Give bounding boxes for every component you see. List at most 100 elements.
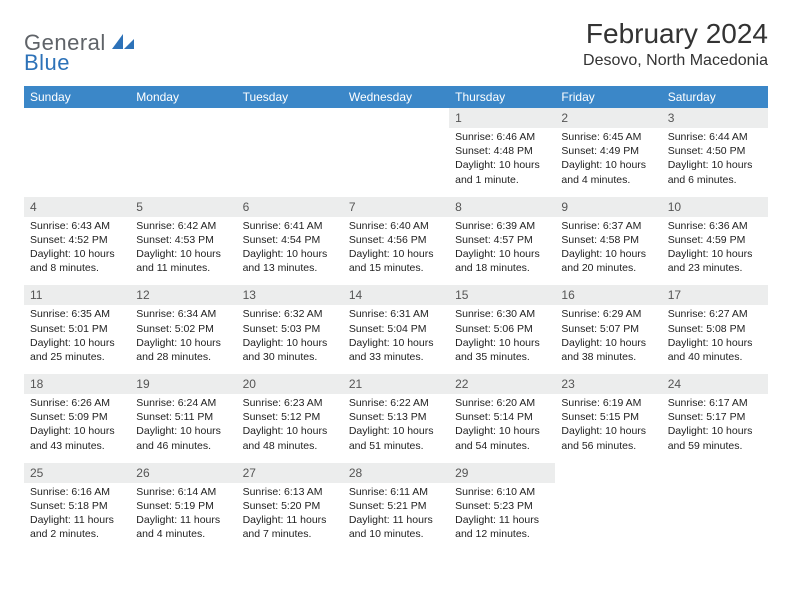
sunset-text: Sunset: 4:52 PM	[30, 233, 124, 247]
day-number	[555, 463, 661, 483]
dow-header: Wednesday	[343, 86, 449, 108]
day-detail	[662, 483, 768, 552]
day-number: 2	[555, 108, 661, 128]
daylight-text: Daylight: 10 hours and 15 minutes.	[349, 247, 443, 275]
sunset-text: Sunset: 4:56 PM	[349, 233, 443, 247]
dow-header: Saturday	[662, 86, 768, 108]
sunset-text: Sunset: 5:20 PM	[243, 499, 337, 513]
sunrise-text: Sunrise: 6:46 AM	[455, 130, 549, 144]
sunset-text: Sunset: 4:49 PM	[561, 144, 655, 158]
day-detail: Sunrise: 6:22 AMSunset: 5:13 PMDaylight:…	[343, 394, 449, 463]
sunrise-text: Sunrise: 6:30 AM	[455, 307, 549, 321]
daylight-text: Daylight: 10 hours and 30 minutes.	[243, 336, 337, 364]
daylight-text: Daylight: 10 hours and 54 minutes.	[455, 424, 549, 452]
day-number: 16	[555, 285, 661, 305]
header: General Blue February 2024 Desovo, North…	[24, 18, 768, 76]
sunrise-text: Sunrise: 6:39 AM	[455, 219, 549, 233]
day-number: 3	[662, 108, 768, 128]
day-number	[24, 108, 130, 128]
daylight-text: Daylight: 10 hours and 33 minutes.	[349, 336, 443, 364]
daylight-text: Daylight: 10 hours and 20 minutes.	[561, 247, 655, 275]
sunset-text: Sunset: 5:18 PM	[30, 499, 124, 513]
dow-header: Tuesday	[237, 86, 343, 108]
day-number: 23	[555, 374, 661, 394]
sunset-text: Sunset: 4:50 PM	[668, 144, 762, 158]
day-number: 13	[237, 285, 343, 305]
daylight-text: Daylight: 10 hours and 11 minutes.	[136, 247, 230, 275]
day-detail: Sunrise: 6:20 AMSunset: 5:14 PMDaylight:…	[449, 394, 555, 463]
sunrise-text: Sunrise: 6:26 AM	[30, 396, 124, 410]
sunrise-text: Sunrise: 6:20 AM	[455, 396, 549, 410]
sunset-text: Sunset: 5:15 PM	[561, 410, 655, 424]
sunrise-text: Sunrise: 6:37 AM	[561, 219, 655, 233]
logo: General Blue	[24, 30, 134, 76]
calendar-table: SundayMondayTuesdayWednesdayThursdayFrid…	[24, 86, 768, 551]
daylight-text: Daylight: 10 hours and 35 minutes.	[455, 336, 549, 364]
day-detail: Sunrise: 6:27 AMSunset: 5:08 PMDaylight:…	[662, 305, 768, 374]
month-title: February 2024	[583, 18, 768, 50]
sunrise-text: Sunrise: 6:32 AM	[243, 307, 337, 321]
day-detail: Sunrise: 6:31 AMSunset: 5:04 PMDaylight:…	[343, 305, 449, 374]
day-detail: Sunrise: 6:42 AMSunset: 4:53 PMDaylight:…	[130, 217, 236, 286]
dow-header: Monday	[130, 86, 236, 108]
day-detail: Sunrise: 6:43 AMSunset: 4:52 PMDaylight:…	[24, 217, 130, 286]
sunrise-text: Sunrise: 6:23 AM	[243, 396, 337, 410]
day-number	[343, 108, 449, 128]
sunset-text: Sunset: 4:48 PM	[455, 144, 549, 158]
sunrise-text: Sunrise: 6:29 AM	[561, 307, 655, 321]
day-detail	[555, 483, 661, 552]
logo-sail-icon	[112, 41, 134, 53]
sunset-text: Sunset: 5:13 PM	[349, 410, 443, 424]
day-detail	[237, 128, 343, 197]
day-detail: Sunrise: 6:29 AMSunset: 5:07 PMDaylight:…	[555, 305, 661, 374]
day-number: 1	[449, 108, 555, 128]
dow-header: Thursday	[449, 86, 555, 108]
sunset-text: Sunset: 5:23 PM	[455, 499, 549, 513]
day-detail	[343, 128, 449, 197]
sunrise-text: Sunrise: 6:41 AM	[243, 219, 337, 233]
day-detail: Sunrise: 6:41 AMSunset: 4:54 PMDaylight:…	[237, 217, 343, 286]
day-detail: Sunrise: 6:40 AMSunset: 4:56 PMDaylight:…	[343, 217, 449, 286]
daylight-text: Daylight: 10 hours and 48 minutes.	[243, 424, 337, 452]
sunset-text: Sunset: 5:12 PM	[243, 410, 337, 424]
day-number: 20	[237, 374, 343, 394]
day-detail: Sunrise: 6:39 AMSunset: 4:57 PMDaylight:…	[449, 217, 555, 286]
sunset-text: Sunset: 5:02 PM	[136, 322, 230, 336]
sunrise-text: Sunrise: 6:27 AM	[668, 307, 762, 321]
sunrise-text: Sunrise: 6:44 AM	[668, 130, 762, 144]
sunset-text: Sunset: 5:08 PM	[668, 322, 762, 336]
sunset-text: Sunset: 4:54 PM	[243, 233, 337, 247]
day-detail	[130, 128, 236, 197]
daylight-text: Daylight: 10 hours and 23 minutes.	[668, 247, 762, 275]
sunrise-text: Sunrise: 6:11 AM	[349, 485, 443, 499]
day-detail: Sunrise: 6:13 AMSunset: 5:20 PMDaylight:…	[237, 483, 343, 552]
sunrise-text: Sunrise: 6:24 AM	[136, 396, 230, 410]
sunset-text: Sunset: 5:07 PM	[561, 322, 655, 336]
sunset-text: Sunset: 5:01 PM	[30, 322, 124, 336]
day-number: 11	[24, 285, 130, 305]
sunrise-text: Sunrise: 6:14 AM	[136, 485, 230, 499]
day-number: 27	[237, 463, 343, 483]
day-detail: Sunrise: 6:14 AMSunset: 5:19 PMDaylight:…	[130, 483, 236, 552]
day-detail: Sunrise: 6:34 AMSunset: 5:02 PMDaylight:…	[130, 305, 236, 374]
day-number: 15	[449, 285, 555, 305]
sunrise-text: Sunrise: 6:34 AM	[136, 307, 230, 321]
day-number: 6	[237, 197, 343, 217]
day-number: 24	[662, 374, 768, 394]
daylight-text: Daylight: 10 hours and 6 minutes.	[668, 158, 762, 186]
sunrise-text: Sunrise: 6:22 AM	[349, 396, 443, 410]
daylight-text: Daylight: 10 hours and 13 minutes.	[243, 247, 337, 275]
day-detail: Sunrise: 6:46 AMSunset: 4:48 PMDaylight:…	[449, 128, 555, 197]
daylight-text: Daylight: 10 hours and 1 minute.	[455, 158, 549, 186]
day-number: 19	[130, 374, 236, 394]
daylight-text: Daylight: 11 hours and 4 minutes.	[136, 513, 230, 541]
day-detail: Sunrise: 6:11 AMSunset: 5:21 PMDaylight:…	[343, 483, 449, 552]
sunrise-text: Sunrise: 6:13 AM	[243, 485, 337, 499]
daylight-text: Daylight: 11 hours and 2 minutes.	[30, 513, 124, 541]
daylight-text: Daylight: 10 hours and 28 minutes.	[136, 336, 230, 364]
sunrise-text: Sunrise: 6:16 AM	[30, 485, 124, 499]
sunrise-text: Sunrise: 6:19 AM	[561, 396, 655, 410]
day-detail: Sunrise: 6:19 AMSunset: 5:15 PMDaylight:…	[555, 394, 661, 463]
daylight-text: Daylight: 11 hours and 12 minutes.	[455, 513, 549, 541]
title-block: February 2024 Desovo, North Macedonia	[583, 18, 768, 70]
